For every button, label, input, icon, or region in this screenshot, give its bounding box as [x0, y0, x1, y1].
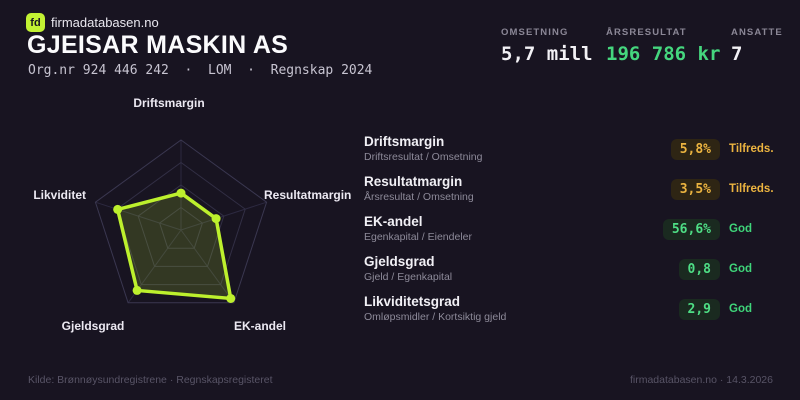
- stat-value: 7: [731, 43, 743, 65]
- org-info-line: Org.nr 924 446 242 · LOM · Regnskap 2024: [28, 63, 373, 78]
- metric-row-ek-andel: EK-andel Egenkapital / Eiendeler 56,6% G…: [364, 213, 776, 245]
- metric-right: 0,8 God: [678, 258, 776, 280]
- key-figures-panel: Driftsmargin Driftsresultat / Omsetning …: [364, 133, 776, 333]
- metric-status-label: God: [729, 303, 752, 315]
- metric-left: Resultatmargin Årsresultat / Omsetning: [364, 174, 474, 204]
- metric-formula: Gjeld / Egenkapital: [364, 271, 453, 283]
- footer-source-text: Kilde: Brønnøysundregistrene · Regnskaps…: [28, 374, 273, 386]
- metric-status-label: God: [729, 223, 752, 235]
- site-name: firmadatabasen.no: [51, 15, 159, 30]
- brand-logo-icon: fd: [26, 13, 45, 32]
- metric-value-badge: 3,5%: [670, 178, 720, 200]
- metric-title: EK-andel: [364, 214, 423, 229]
- stat-ansatte: ANSATTE 7: [731, 27, 783, 65]
- metric-title: Likviditetsgrad: [364, 294, 461, 309]
- stat-value: 196 786 kr: [606, 43, 721, 65]
- footer-site-date-text: firmadatabasen.no · 14.3.2026: [629, 374, 773, 386]
- metric-left: Gjeldsgrad Gjeld / Egenkapital: [364, 254, 452, 284]
- metric-value-badge: 2,9: [678, 298, 720, 320]
- metric-status-label: Tilfreds.: [729, 183, 774, 195]
- metric-value-badge: 0,8: [678, 258, 720, 280]
- metric-status-label: God: [729, 263, 752, 275]
- metric-formula: Omløpsmidler / Kortsiktig gjeld: [364, 311, 507, 323]
- metric-right: 3,5% Tilfreds.: [670, 178, 776, 200]
- stat-value: 5,7 mill: [501, 43, 593, 65]
- radar-axis-label-resultatmargin: Resultatmargin: [264, 188, 352, 202]
- metric-right: 5,8% Tilfreds.: [670, 138, 776, 160]
- metric-left: EK-andel Egenkapital / Eiendeler: [364, 214, 472, 244]
- stat-label: ANSATTE: [731, 27, 783, 38]
- radar-chart-svg: [94, 139, 268, 304]
- stat-label: ÅRSRESULTAT: [606, 27, 687, 38]
- radar-axis-label-gjeldsgrad: Gjeldsgrad: [61, 319, 125, 333]
- metric-formula: Driftsresultat / Omsetning: [364, 151, 483, 163]
- radar-axis-label-driftsmargin: Driftsmargin: [133, 96, 205, 110]
- radar-axis-label-likviditet: Likviditet: [33, 188, 86, 202]
- metric-left: Driftsmargin Driftsresultat / Omsetning: [364, 134, 482, 164]
- radar-chart: [0, 85, 360, 345]
- metric-left: Likviditetsgrad Omløpsmidler / Kortsikti…: [364, 294, 506, 324]
- stat-aarsresultat: ÅRSRESULTAT 196 786 kr: [606, 27, 720, 65]
- metric-status-label: Tilfreds.: [729, 143, 774, 155]
- metric-row-resultatmargin: Resultatmargin Årsresultat / Omsetning 3…: [364, 173, 776, 205]
- metric-value-badge: 5,8%: [670, 138, 720, 160]
- metric-row-gjeldsgrad: Gjeldsgrad Gjeld / Egenkapital 0,8 God: [364, 253, 776, 285]
- metric-row-driftsmargin: Driftsmargin Driftsresultat / Omsetning …: [364, 133, 776, 165]
- metric-title: Resultatmargin: [364, 174, 463, 189]
- metric-value-badge: 56,6%: [662, 218, 720, 240]
- metric-title: Driftsmargin: [364, 134, 445, 149]
- metric-row-likviditetsgrad: Likviditetsgrad Omløpsmidler / Kortsikti…: [364, 293, 776, 325]
- stat-omsetning: OMSETNING 5,7 mill: [501, 27, 593, 65]
- metric-formula: Egenkapital / Eiendeler: [364, 231, 472, 243]
- metric-title: Gjeldsgrad: [364, 254, 435, 269]
- metric-right: 2,9 God: [678, 298, 776, 320]
- stat-label: OMSETNING: [501, 27, 569, 38]
- page-title: GJEISAR MASKIN AS: [27, 31, 289, 59]
- metric-right: 56,6% God: [662, 218, 776, 240]
- metric-formula: Årsresultat / Omsetning: [364, 191, 474, 203]
- radar-axis-label-ek-andel: EK-andel: [233, 319, 286, 333]
